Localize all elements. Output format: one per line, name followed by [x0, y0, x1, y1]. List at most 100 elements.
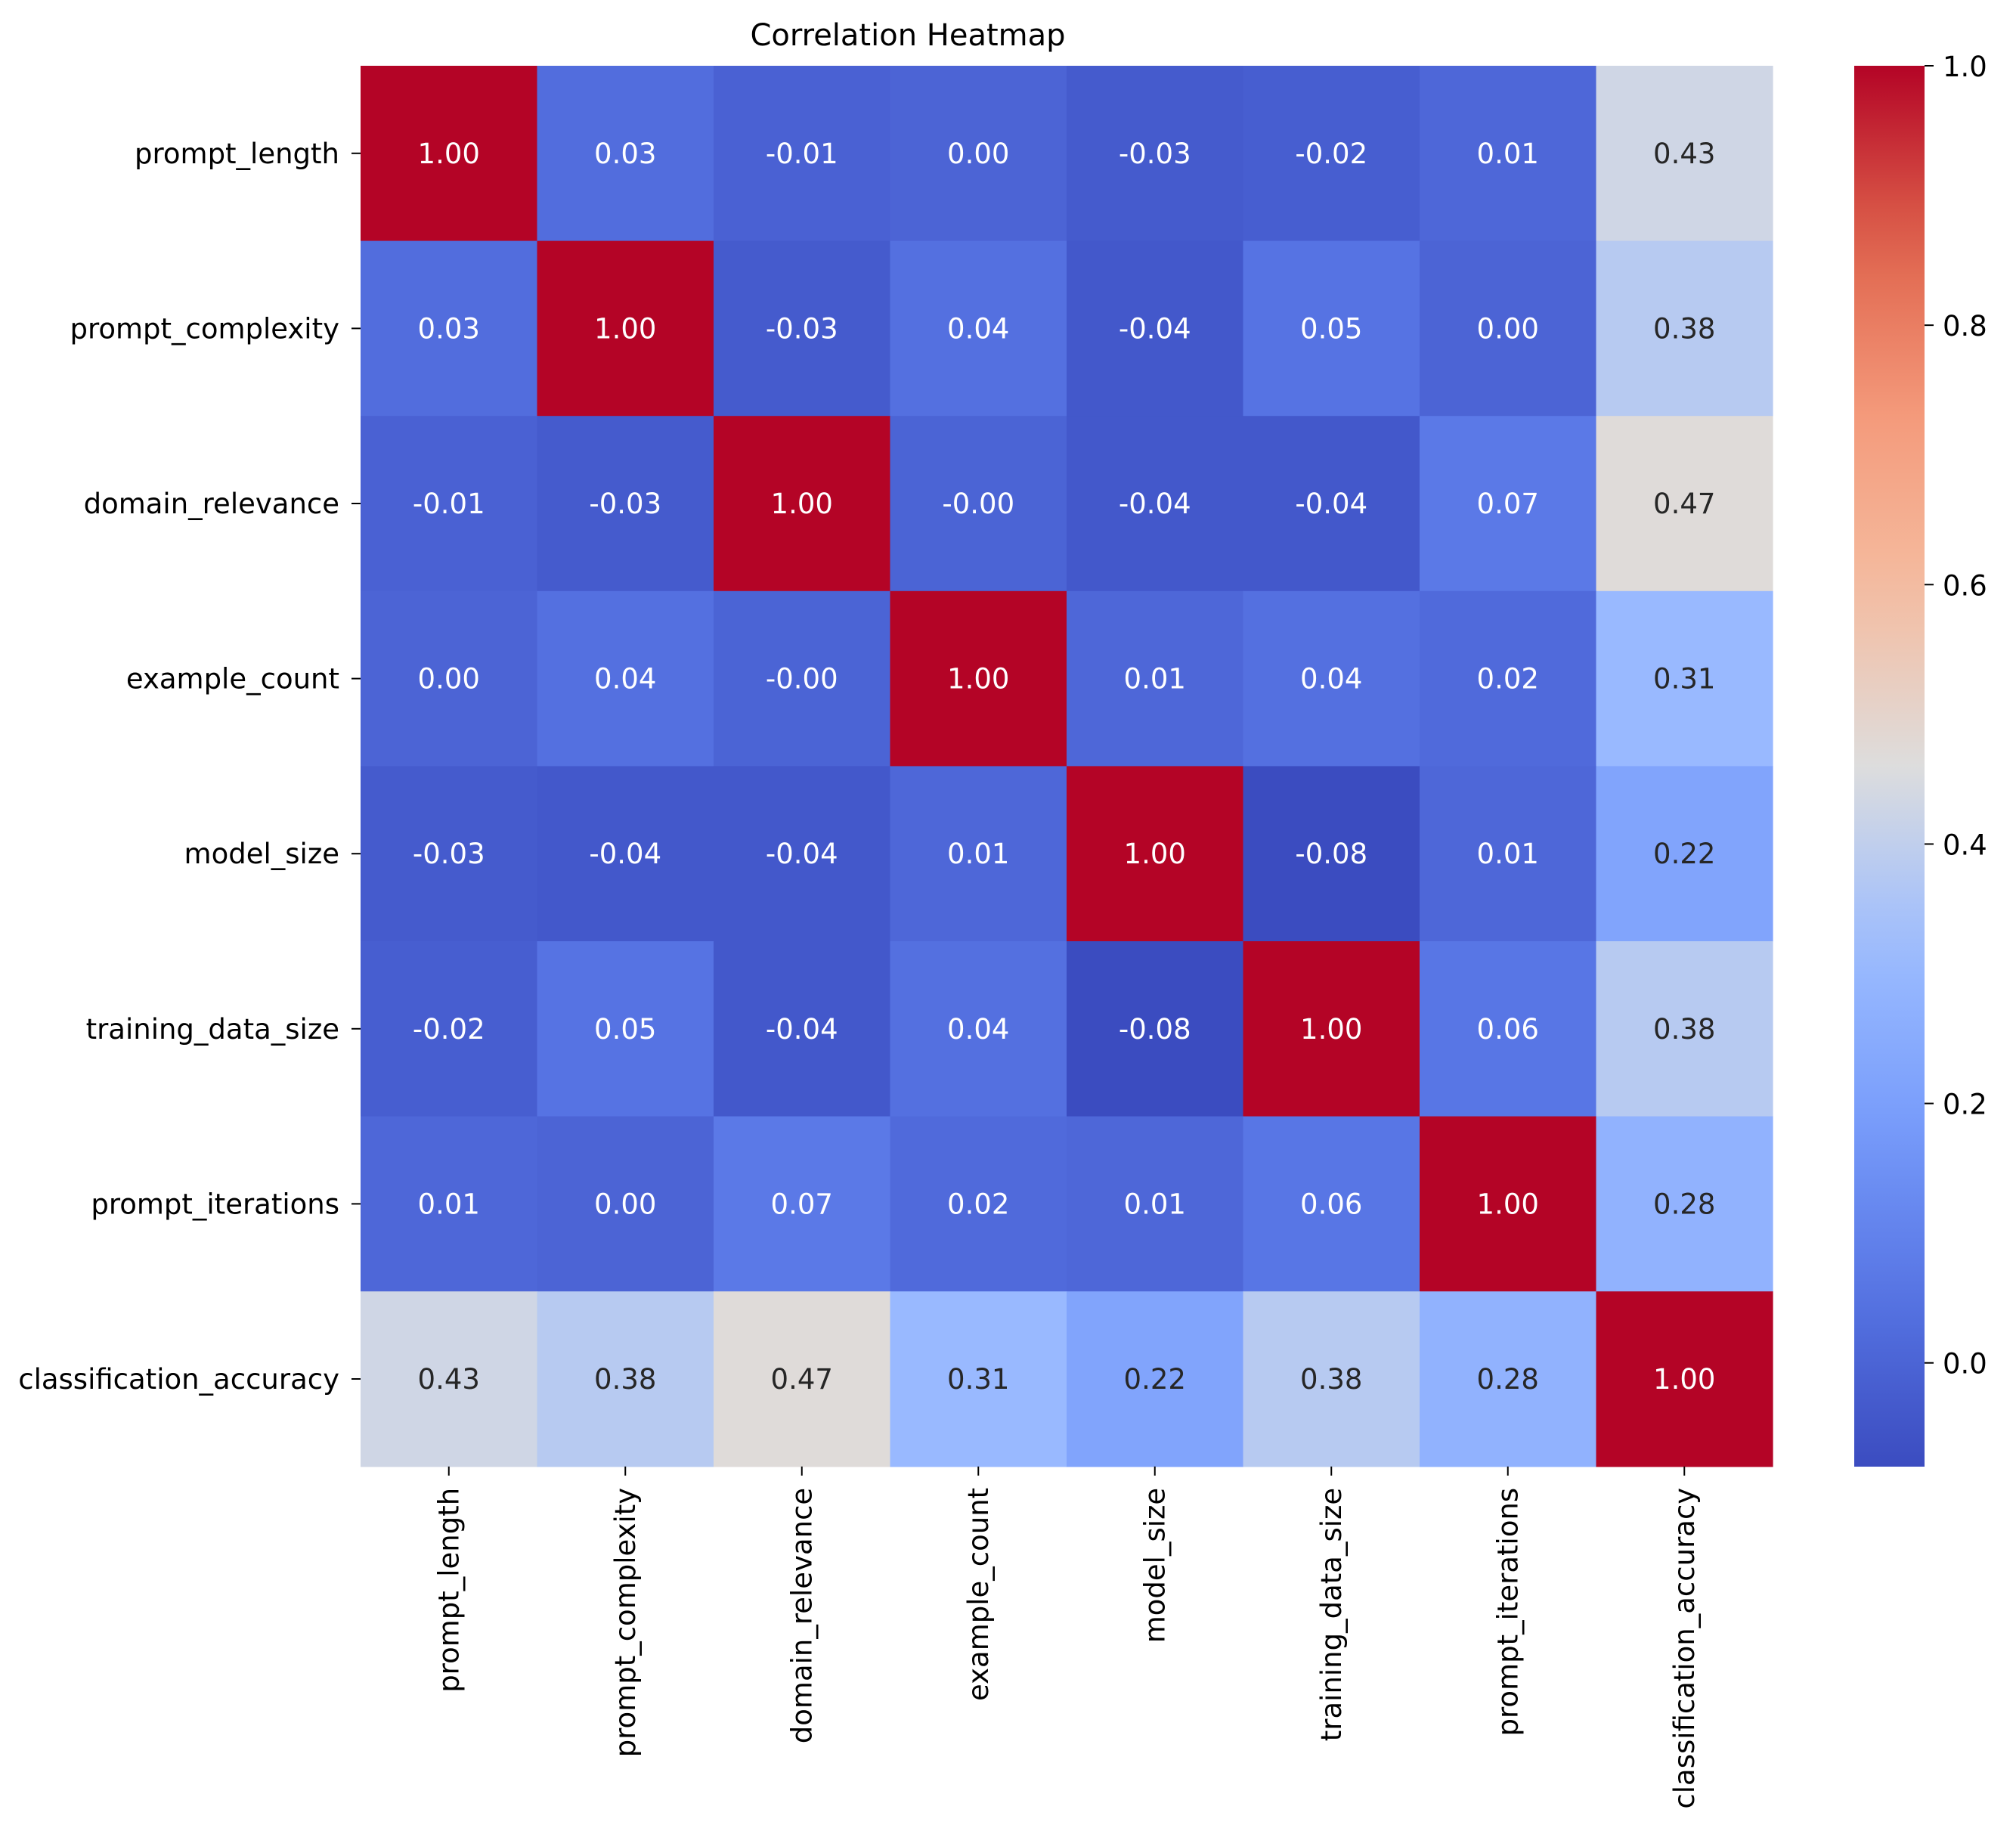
heatmap-cell — [890, 240, 1067, 417]
column-label: training_data_size — [1315, 1488, 1348, 1741]
column-label: domain_relevance — [786, 1488, 819, 1743]
cell-value-label: 0.05 — [1300, 312, 1362, 345]
heatmap-cell — [1067, 590, 1244, 767]
cell-value-label: 1.00 — [418, 138, 480, 170]
heatmap-cell — [1067, 66, 1244, 242]
cell-value-label: 0.00 — [418, 663, 480, 696]
heatmap-cell — [1596, 416, 1773, 592]
cell-value-label: 0.43 — [418, 1363, 480, 1396]
colorbar-tick-label: 0.4 — [1943, 829, 1987, 861]
row-label: prompt_length — [135, 138, 339, 170]
heatmap-cell — [1243, 1291, 1420, 1467]
heatmap-cell — [1243, 766, 1420, 942]
cell-value-label: 0.04 — [1300, 663, 1362, 696]
row-label: training_data_size — [86, 1013, 339, 1046]
heatmap-cell — [1596, 590, 1773, 767]
heatmap-cell — [1243, 590, 1420, 767]
cell-value-label: 0.28 — [1477, 1363, 1539, 1396]
row-label: prompt_iterations — [91, 1188, 339, 1220]
cell-value-label: 1.00 — [1300, 1013, 1362, 1046]
heatmap-cell — [361, 941, 538, 1117]
cell-value-label: 0.31 — [947, 1363, 1009, 1396]
cell-value-label: 0.03 — [594, 138, 656, 170]
cell-value-label: -0.04 — [766, 1013, 838, 1046]
heatmap-cell — [714, 766, 891, 942]
cell-value-label: 0.22 — [1124, 1363, 1186, 1396]
column-label: classification_accuracy — [1668, 1488, 1701, 1809]
cell-value-label: 0.01 — [1477, 838, 1539, 870]
cell-value-label: -0.04 — [1119, 312, 1191, 345]
row-label: domain_relevance — [84, 488, 339, 520]
chart-title: Correlation Heatmap — [750, 18, 1065, 53]
heatmap-cell — [714, 66, 891, 242]
heatmap-cell — [890, 590, 1067, 767]
cell-value-label: 0.01 — [1124, 1188, 1186, 1220]
colorbar: 0.0 0.2 0.4 0.6 0.8 1.0 — [1854, 51, 1987, 1467]
colorbar-tick-label: 0.6 — [1943, 569, 1987, 602]
cell-value-label: -0.01 — [766, 138, 838, 170]
cell-value-label: -0.00 — [766, 663, 838, 696]
cell-value-label: 0.47 — [1653, 488, 1715, 520]
heatmap-cell — [1420, 1116, 1597, 1292]
heatmap-cell — [714, 416, 891, 592]
heatmap-cell — [1067, 766, 1244, 942]
cell-value-label: 1.00 — [1653, 1363, 1715, 1396]
row-labels: prompt_length prompt_complexity domain_rel… — [18, 138, 361, 1396]
cell-value-label: 1.00 — [594, 312, 656, 345]
heatmap-cell — [890, 1291, 1067, 1467]
cell-value-label: -0.03 — [1119, 138, 1191, 170]
heatmap-cell — [1420, 590, 1597, 767]
heatmap-cell — [361, 766, 538, 942]
cell-value-label: 0.04 — [947, 312, 1009, 345]
heatmap-cell — [1420, 240, 1597, 417]
heatmap-cell — [890, 416, 1067, 592]
colorbar-tick-label: 0.2 — [1943, 1089, 1987, 1121]
cell-value-label: 0.05 — [594, 1013, 656, 1046]
row-label: example_count — [126, 663, 339, 696]
heatmap-cell — [1596, 766, 1773, 942]
heatmap-cell — [361, 240, 538, 417]
heatmap-cell — [537, 1291, 714, 1467]
cell-value-label: 1.00 — [771, 488, 833, 520]
heatmap-cell — [1243, 416, 1420, 592]
cell-value-label: -0.03 — [413, 838, 485, 870]
cell-value-label: 0.01 — [1124, 663, 1186, 696]
colorbar-gradient — [1854, 66, 1925, 1467]
cell-value-label: 0.03 — [418, 312, 480, 345]
colorbar-tick-label: 1.0 — [1943, 51, 1987, 83]
heatmap-cell — [890, 766, 1067, 942]
cell-value-label: -0.03 — [589, 488, 661, 520]
heatmap-cell — [890, 66, 1067, 242]
cell-value-label: -0.04 — [589, 838, 661, 870]
heatmap-cell — [714, 1291, 891, 1467]
cell-value-label: -0.04 — [1119, 488, 1191, 520]
cell-value-label: -0.01 — [413, 488, 485, 520]
column-label: prompt_iterations — [1492, 1488, 1525, 1737]
cell-value-label: -0.04 — [766, 838, 838, 870]
cell-value-label: 0.01 — [418, 1188, 480, 1220]
row-label: prompt_complexity — [70, 312, 339, 345]
cell-value-label: 0.31 — [1653, 663, 1715, 696]
heatmap-cells: 1.00 0.03 -0.01 0.00 -0.03 -0.02 0.01 0.43 0.03 1… — [361, 66, 1773, 1467]
cell-value-label: 1.00 — [947, 663, 1009, 696]
heatmap-cell — [1067, 240, 1244, 417]
row-label: classification_accuracy — [18, 1363, 339, 1396]
cell-value-label: 0.38 — [594, 1363, 656, 1396]
cell-value-label: 0.38 — [1300, 1363, 1362, 1396]
heatmap-cell — [1596, 240, 1773, 417]
heatmap-cell — [1067, 941, 1244, 1117]
heatmap-cell — [1420, 1291, 1597, 1467]
cell-value-label: 0.06 — [1477, 1013, 1539, 1046]
cell-value-label: 0.02 — [1477, 663, 1539, 696]
cell-value-label: 0.38 — [1653, 1013, 1715, 1046]
heatmap-cell — [890, 1116, 1067, 1292]
heatmap-cell — [1243, 66, 1420, 242]
heatmap-cell — [1067, 1116, 1244, 1292]
cell-value-label: 0.01 — [1477, 138, 1539, 170]
heatmap-cell — [537, 416, 714, 592]
column-label: example_count — [962, 1488, 995, 1701]
heatmap-cell — [1420, 941, 1597, 1117]
cell-value-label: -0.08 — [1119, 1013, 1191, 1046]
heatmap-cell — [1067, 1291, 1244, 1467]
heatmap-cell — [537, 1116, 714, 1292]
